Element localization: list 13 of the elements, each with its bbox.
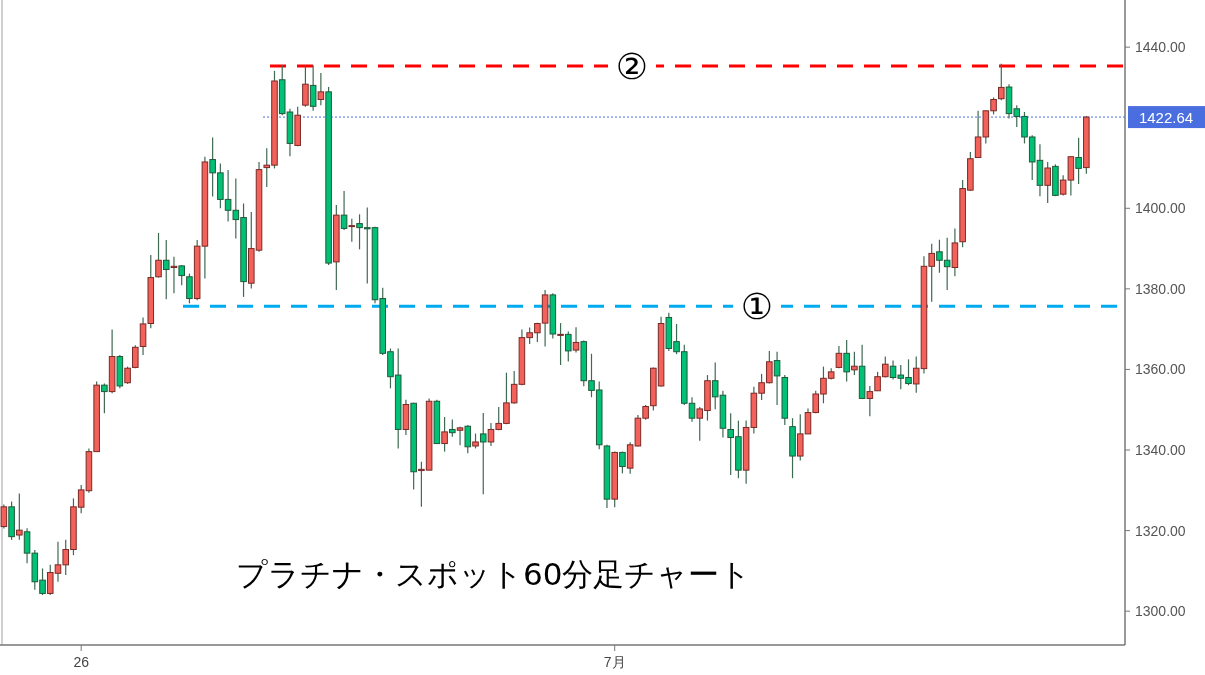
ref-line-label: ① xyxy=(740,286,774,328)
ref-line-label: 1422.64 xyxy=(1138,109,1194,127)
y-tick-label: 1320.00 xyxy=(1135,522,1186,539)
text: プラチナ・スポット60分足チャート xyxy=(236,556,752,592)
y-tick-label: 1360.00 xyxy=(1135,361,1186,378)
y-tick-label: 1300.00 xyxy=(1135,603,1186,620)
y-tick-label: 1340.00 xyxy=(1135,442,1186,459)
y-tick-label: 1400.00 xyxy=(1135,200,1186,217)
x-tick-label: 7月 xyxy=(603,654,626,670)
x-tick-label: 26 xyxy=(73,654,90,670)
y-tick-label: 1440.00 xyxy=(1135,39,1186,56)
y-tick-label: 1380.00 xyxy=(1135,280,1186,297)
ref-line-label: ② xyxy=(615,46,649,88)
